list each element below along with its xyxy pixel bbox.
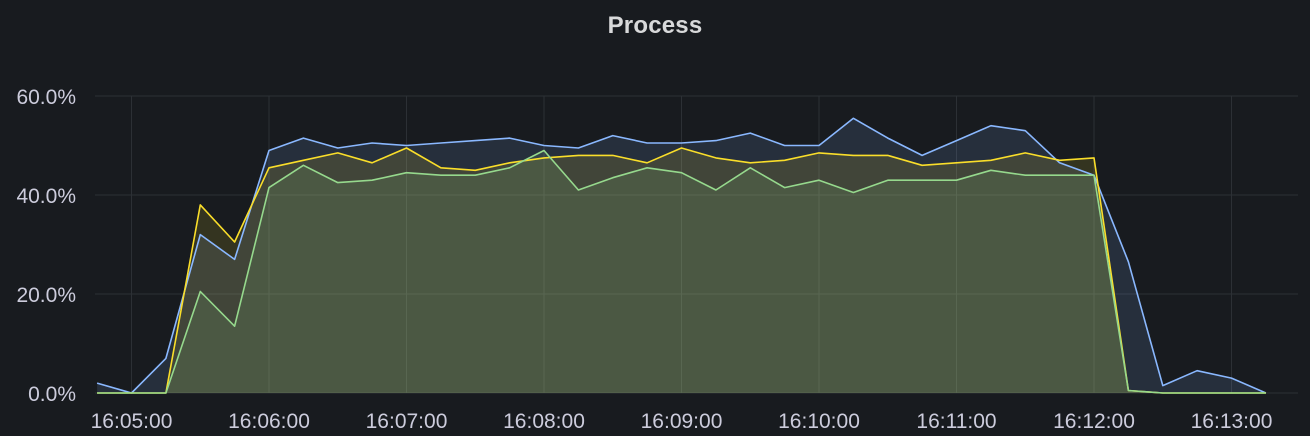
y-tick-label: 60.0% <box>16 86 76 109</box>
x-axis: 16:05:00 16:06:00 16:07:00 16:08:00 16:09:00… <box>91 410 1273 433</box>
series-line-1[interactable] <box>96 117 1267 394</box>
series-area-3 <box>97 150 1266 393</box>
x-tick-label: 16:08:00 <box>503 410 585 433</box>
y-tick-label: 0.0% <box>28 383 76 406</box>
x-tick-label: 16:12:00 <box>1053 410 1135 433</box>
y-axis: 0.0% 20.0% 40.0% 60.0% <box>16 86 76 406</box>
y-tick-label: 40.0% <box>16 185 76 208</box>
series-layer <box>96 117 1267 394</box>
series-area-1 <box>97 118 1266 394</box>
x-tick-label: 16:13:00 <box>1191 410 1273 433</box>
x-tick-label: 16:10:00 <box>778 410 860 433</box>
series-line-2[interactable] <box>97 147 1266 394</box>
x-tick-label: 16:09:00 <box>641 410 723 433</box>
x-tick-label: 16:05:00 <box>91 410 173 433</box>
x-tick-label: 16:06:00 <box>228 410 310 433</box>
panel-title: Process <box>607 12 703 39</box>
series-area-2 <box>97 148 1266 393</box>
x-tick-label: 16:11:00 <box>916 410 996 433</box>
y-tick-label: 20.0% <box>16 284 76 307</box>
series-line-3[interactable] <box>97 149 1266 394</box>
x-tick-label: 16:07:00 <box>366 410 448 433</box>
